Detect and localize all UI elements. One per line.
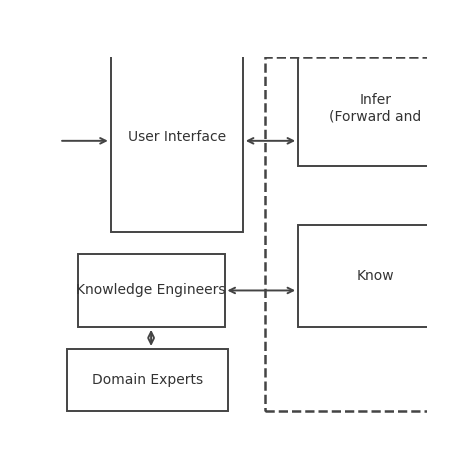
Bar	[78, 254, 225, 327]
Text: Knowledge Engineers: Knowledge Engineers	[76, 283, 226, 298]
Bar	[298, 50, 452, 166]
Bar	[298, 225, 452, 327]
Text: Infer
(Forward and: Infer (Forward and	[329, 93, 421, 123]
Text: Domain Experts: Domain Experts	[92, 373, 203, 387]
Text: Know: Know	[356, 269, 394, 283]
Bar	[265, 57, 456, 411]
Bar	[110, 42, 243, 232]
Bar	[66, 349, 228, 411]
Text: User Interface: User Interface	[128, 130, 226, 144]
